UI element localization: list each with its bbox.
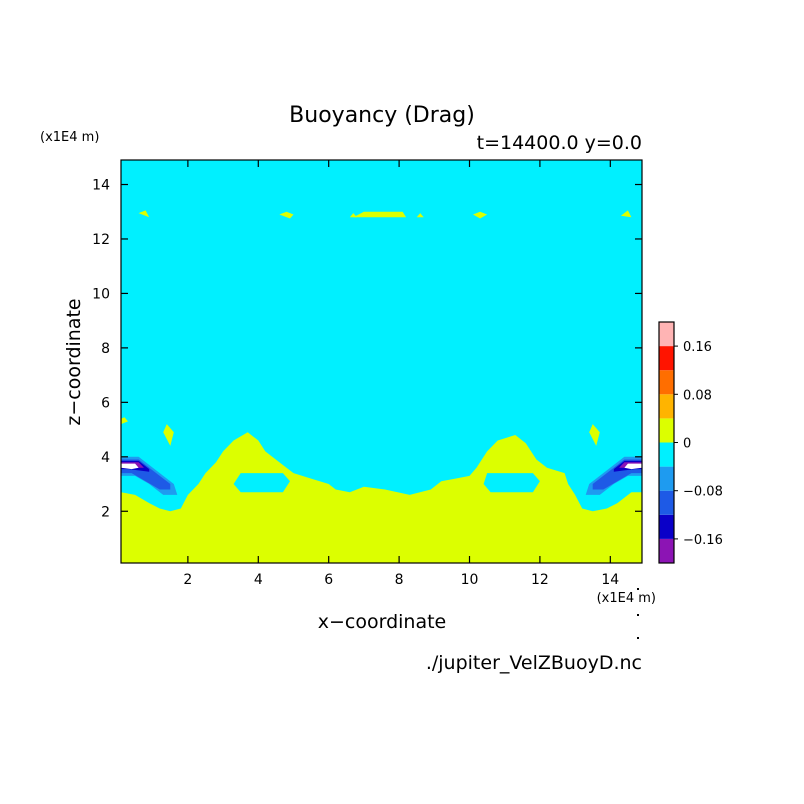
chart-title: Buoyancy (Drag) <box>289 103 475 128</box>
tiny-mark <box>637 588 639 590</box>
x-tick-label: 12 <box>531 572 549 588</box>
contour-region <box>589 424 600 446</box>
x-tick-label: 2 <box>183 572 192 588</box>
colorbar-swatch <box>659 394 674 419</box>
plot-frame <box>120 159 643 564</box>
colorbar-tick-label: −0.16 <box>683 533 723 548</box>
contour-region <box>349 213 357 218</box>
contour-region <box>353 211 407 218</box>
x-axis-ticks: 2 4 6 8 10 12 14 <box>183 160 619 588</box>
y-axis-label: z−coordinate <box>63 298 85 425</box>
x-tick-label: 4 <box>254 572 263 588</box>
y-tick-label: 6 <box>101 395 110 411</box>
colorbar-tick-label: 0.16 <box>683 340 712 355</box>
tiny-mark <box>637 637 639 639</box>
y-tick-label: 14 <box>92 178 110 194</box>
x-tick-label: 10 <box>461 572 479 588</box>
x-unit-label: (x1E4 m) <box>597 591 656 606</box>
source-file-label: ./jupiter_VelZBuoyD.nc <box>426 652 642 674</box>
y-axis-ticks: 2 4 6 8 10 12 14 <box>92 178 642 520</box>
colorbar-tick-label: −0.08 <box>683 485 723 500</box>
plot-area: 2 4 6 8 10 12 14 2 4 6 8 10 12 14 <box>92 159 643 588</box>
contour-region <box>163 424 174 446</box>
contour-region <box>483 473 540 493</box>
colorbar-swatch <box>659 370 674 395</box>
colorbar-swatch <box>659 514 674 539</box>
colorbar-swatch <box>659 346 674 371</box>
x-tick-label: 6 <box>324 572 333 588</box>
colorbar-swatch <box>659 442 674 467</box>
contour-region <box>416 213 424 218</box>
contour-region <box>138 210 150 218</box>
colorbar-swatch <box>659 322 674 347</box>
y-tick-label: 2 <box>101 504 110 520</box>
contour-region <box>620 210 632 218</box>
colorbar-tick-label: 0.08 <box>683 388 712 403</box>
colorbar-swatch <box>659 538 674 563</box>
contour-region <box>233 473 290 493</box>
y-tick-label: 12 <box>92 232 110 248</box>
contour-region <box>624 463 642 470</box>
x-tick-label: 8 <box>395 572 404 588</box>
contour-region <box>121 432 642 563</box>
contour-region <box>279 211 294 219</box>
y-tick-label: 8 <box>101 341 110 357</box>
tiny-marks <box>637 588 639 639</box>
y-tick-label: 10 <box>92 286 110 302</box>
colorbar: −0.16 −0.08 0 0.08 0.16 <box>658 321 723 564</box>
chart-subtitle: t=14400.0 y=0.0 <box>477 132 642 154</box>
colorbar-swatch <box>659 466 674 491</box>
contour-region <box>473 211 488 219</box>
y-tick-label: 4 <box>101 450 110 466</box>
contour-region <box>121 417 128 425</box>
x-tick-label: 14 <box>601 572 619 588</box>
contour-region <box>121 463 139 470</box>
colorbar-tick-label: 0 <box>683 437 691 452</box>
z-unit-label: (x1E4 m) <box>40 130 99 145</box>
colorbar-swatch <box>659 418 674 443</box>
colorbar-swatch <box>659 490 674 515</box>
x-axis-label: x−coordinate <box>318 611 447 633</box>
contour-regions <box>121 210 642 563</box>
tiny-mark <box>637 614 639 616</box>
